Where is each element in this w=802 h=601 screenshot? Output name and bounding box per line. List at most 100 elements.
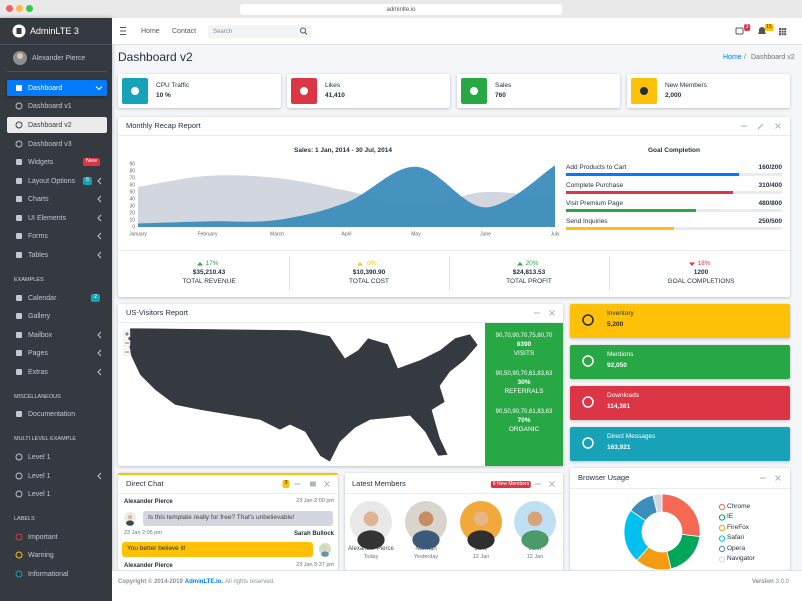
card-header-border [118, 322, 563, 323]
progress-bar [566, 227, 674, 230]
nav-item[interactable] [7, 468, 107, 484]
footer-text: Version [751, 579, 774, 585]
nav-item[interactable] [7, 486, 107, 502]
goal-value: 310/400 [758, 181, 783, 189]
chat-name: Sarah Bullock [293, 531, 334, 537]
chat-time: 23 Jan 2:05 pm [124, 530, 162, 537]
stat-change: 18% [697, 259, 711, 267]
breadcrumb-separator: / [744, 53, 746, 61]
window-button [16, 5, 23, 12]
card-footer-border [118, 250, 790, 251]
sidebar-header: EXAMPLES [14, 277, 44, 284]
card-title: Latest Members [352, 479, 406, 489]
nav-label: Informational [28, 570, 69, 578]
info-box-value: 163,921 [607, 443, 631, 451]
goal-value: 250/500 [758, 217, 783, 225]
nav-item[interactable] [7, 547, 107, 563]
card-header-border [118, 135, 790, 136]
nav-link[interactable]: Contact [172, 27, 197, 35]
nav-label: Gallery [28, 312, 51, 320]
nav-label: Level 1 [28, 472, 51, 480]
nav-label: Dashboard v2 [28, 121, 72, 129]
chat-name: Alexander Pierce [124, 563, 173, 569]
goal-label: Add Products to Cart [566, 163, 627, 171]
nav-link[interactable]: Home [141, 27, 160, 35]
footer-left: Copyright © 2014-2019 AdminLTE.io. All rig… [118, 578, 277, 586]
legend-label: Safari [727, 534, 744, 542]
card-header-border [118, 493, 338, 494]
goal-value: 160/200 [758, 163, 783, 171]
progress-bar [566, 173, 739, 176]
visitor-label: ORGANIC [508, 425, 540, 433]
nav-item[interactable] [7, 449, 107, 465]
url-bar [240, 4, 562, 15]
info-box-icon [631, 78, 657, 104]
nav-item[interactable] [7, 308, 107, 324]
divider [7, 71, 107, 72]
nav-label: Calendar [28, 294, 57, 302]
progress-bar [566, 209, 696, 212]
nav-label: Layout Options [28, 177, 76, 185]
member-name: John [528, 546, 542, 552]
info-box-value: 2,000 [665, 91, 682, 99]
nav-label: UI Elements [28, 214, 67, 222]
nav-item[interactable] [7, 247, 107, 263]
footer-text: Copyright © 2014-2019 [118, 579, 183, 585]
nav-label: Pages [28, 349, 48, 357]
legend-label: IE [727, 513, 734, 521]
nav-badge: New [82, 158, 100, 166]
visitor-label: VISITS [513, 349, 535, 357]
nav-label: Dashboard v1 [28, 102, 72, 110]
stat-amount: $10,390.90 [352, 268, 386, 276]
window-button [6, 5, 13, 12]
member-name: Norman [415, 546, 437, 552]
visitor-value: 8390 [516, 340, 532, 348]
nav-label: Extras [28, 368, 48, 376]
nav-item[interactable] [7, 228, 107, 244]
card-header-border [345, 493, 563, 494]
breadcrumb-current: Dashboard v2 [751, 53, 795, 61]
nav-label: Widgets [28, 158, 54, 166]
card-title: Monthly Recap Report [126, 121, 201, 131]
visitor-value: 70% [517, 416, 531, 424]
card-title: Direct Chat [126, 479, 164, 489]
legend-label: Opera [727, 544, 746, 552]
chat-bubble [143, 511, 333, 526]
footer-text: All rights reserved. [225, 579, 275, 585]
footer-text[interactable]: AdminLTE.io. [184, 579, 223, 585]
nav-item[interactable] [7, 191, 107, 207]
nav-item[interactable] [7, 80, 107, 96]
stat-amount: $35,210.43 [192, 268, 226, 276]
nav-label: Warning [28, 551, 54, 559]
nav-item[interactable] [7, 117, 107, 133]
footer-right: Version 3.0.0 [752, 578, 789, 586]
notifications-badge: 15 [764, 23, 774, 31]
breadcrumb-link[interactable]: Home [723, 53, 742, 61]
member-date: 12 Jan [526, 554, 544, 561]
stat-separator [609, 256, 610, 290]
footer [112, 570, 802, 601]
info-box-value: 114,381 [607, 402, 631, 410]
stat-change: 17% [205, 259, 219, 267]
page-title: Dashboard v2 [118, 50, 193, 64]
member-date: 12 Jan [472, 554, 490, 561]
nav-item[interactable] [7, 327, 107, 343]
brand-text: AdminLTE 3 [30, 25, 79, 36]
visitor-value: 30% [517, 378, 531, 386]
nav-item[interactable] [7, 345, 107, 361]
nav-item[interactable] [7, 364, 107, 380]
nav-label: Tables [28, 251, 49, 259]
info-box-title: Downloads [607, 391, 640, 399]
member-date: Yesterday [413, 554, 439, 561]
sidebar-header: MISCELLANEOUS [14, 394, 61, 401]
info-box-title: CPU Traffic [156, 81, 190, 89]
sidebar-header: MULTI LEVEL EXAMPLE [14, 436, 77, 443]
search-input[interactable] [208, 25, 312, 38]
goal-label: Send Inquiries [566, 217, 608, 225]
card [570, 468, 790, 570]
chat-time: 23 Jan 5:37 pm [296, 562, 334, 569]
chat-text: You better believe it! [127, 545, 186, 553]
member-name: Alexander Pierce [348, 546, 394, 552]
user-name: Alexander Pierce [32, 54, 86, 62]
